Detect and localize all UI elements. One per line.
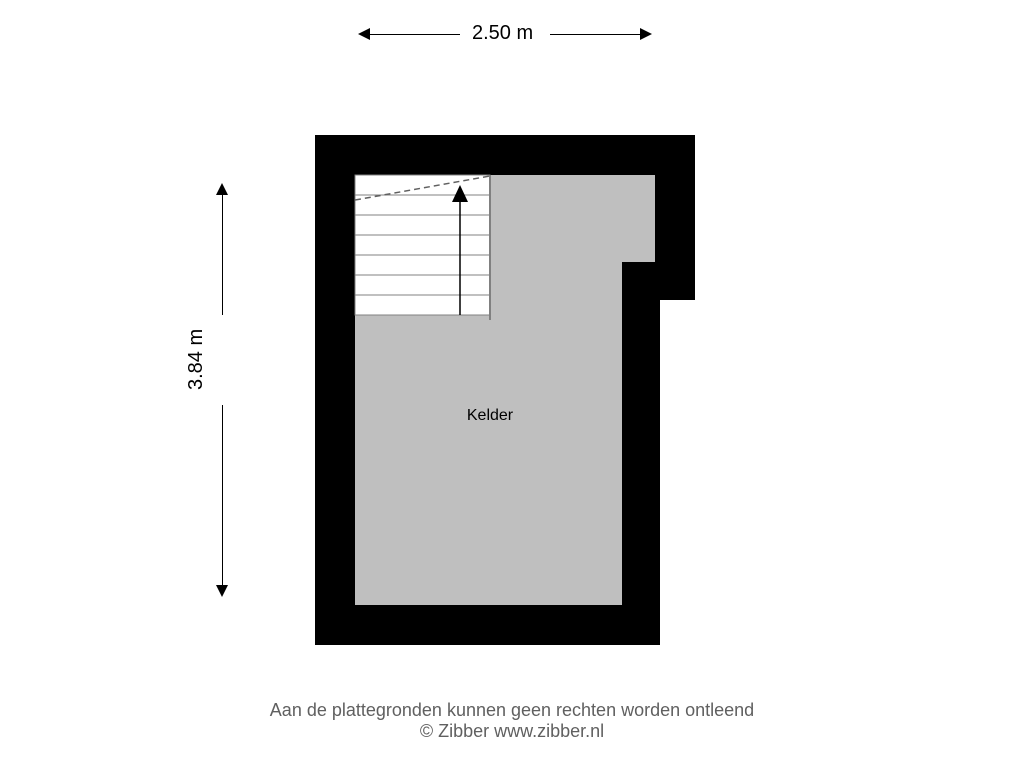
staircase <box>355 175 490 320</box>
footer-line-2: © Zibber www.zibber.nl <box>0 721 1024 742</box>
floorplan-svg: Kelder <box>0 0 1024 768</box>
footer-disclaimer: Aan de plattegronden kunnen geen rechten… <box>0 700 1024 742</box>
footer-line-1: Aan de plattegronden kunnen geen rechten… <box>0 700 1024 721</box>
room-label: Kelder <box>467 407 514 424</box>
floorplan-canvas: 2.50 m 3.84 m <box>0 0 1024 768</box>
